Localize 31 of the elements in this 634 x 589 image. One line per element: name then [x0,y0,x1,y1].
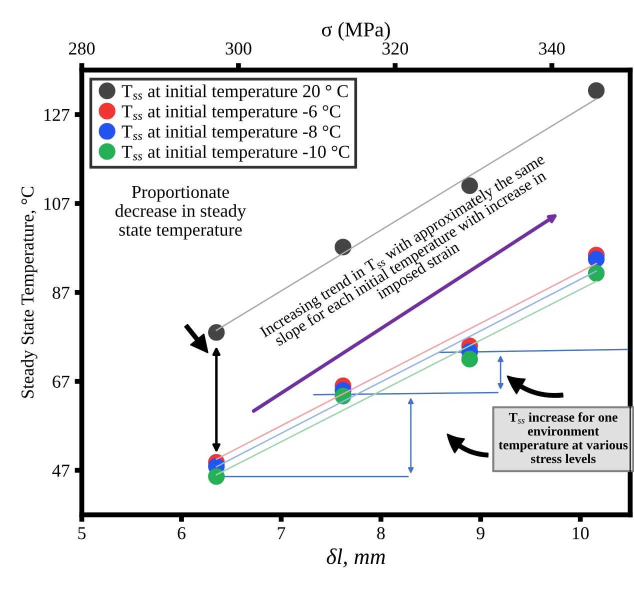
point [588,82,605,99]
legend-label: T$_{ss}$ at initial temperature -6 °C [122,104,340,122]
y-tick-label: 107 [44,198,70,210]
x2-tick-label: 300 [226,42,252,55]
x2-tick-label: 280 [69,42,95,55]
legend-label: T$_{ss}$ at initial temperature -8 °C [122,124,340,142]
x-tick-label: 10 [572,527,589,540]
annotation: T$_{ss}$ increase for one environment temperature at various stress levels [498,412,628,464]
annotation: Proportionate decrease in steady state temperature [115,186,246,240]
x2-tick-label: 320 [382,42,408,55]
point [461,350,478,368]
y-tick-label: 127 [44,108,70,121]
x-tick-label: 9 [476,527,484,540]
point [588,250,605,268]
point [334,238,352,256]
x-tick-label: 6 [178,527,186,540]
point [208,468,225,485]
y-tick-label: 67 [52,376,70,388]
point [208,324,225,341]
x2-tick-label: 340 [539,42,565,55]
x-tick-label: 8 [377,527,385,540]
legend-label: T$_{ss}$ at initial temperature -10 °C [122,145,350,162]
y-tick-label: 47 [52,464,70,477]
x-axis-title: δl, mm [326,548,385,568]
y-tick-label: 87 [52,286,70,299]
legend-label: T$_{ss}$ at initial temperature 20 ° C [122,84,348,101]
y-axis-title: Steady State Temperature, °C [20,186,38,398]
point [588,264,605,282]
x-tick-label: 7 [278,527,286,540]
x-tick-label: 5 [78,527,86,540]
x2-axis-title: σ (MPa) [322,22,390,41]
